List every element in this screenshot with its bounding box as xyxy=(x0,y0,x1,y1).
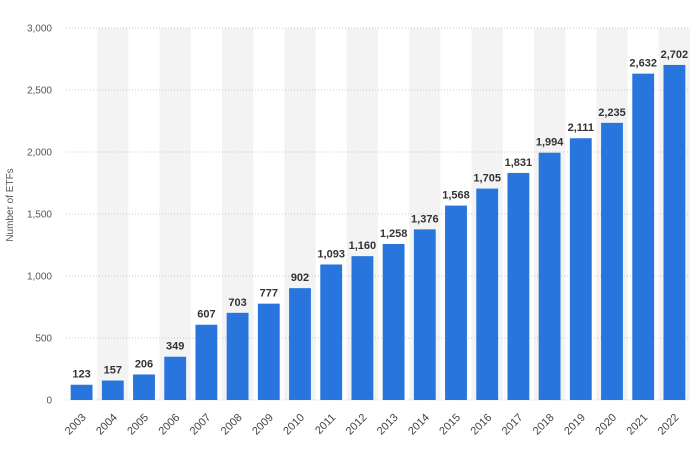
x-tick-label: 2016 xyxy=(469,412,495,438)
bar-value-label: 777 xyxy=(260,288,278,300)
y-tick-label: 3,000 xyxy=(27,24,52,35)
bar xyxy=(663,64,686,401)
bar-value-label: 2,632 xyxy=(629,58,657,70)
bar xyxy=(70,384,93,400)
bar xyxy=(476,188,499,400)
bar-value-label: 1,376 xyxy=(411,213,439,225)
y-tick-label: 500 xyxy=(35,334,52,345)
bar-value-label: 206 xyxy=(135,358,153,370)
x-tick-label: 2013 xyxy=(375,412,401,438)
bar-value-label: 607 xyxy=(197,309,215,321)
bar-value-label: 902 xyxy=(291,272,309,284)
bar xyxy=(101,380,124,400)
x-tick-label: 2010 xyxy=(281,412,307,438)
x-tick-label: 2008 xyxy=(219,412,245,438)
bar-value-label: 1,568 xyxy=(442,190,470,202)
bar xyxy=(601,122,623,401)
x-tick-label: 2017 xyxy=(500,412,526,438)
bar xyxy=(538,152,561,400)
bar-value-label: 349 xyxy=(166,341,184,353)
bar-value-label: 123 xyxy=(72,369,90,381)
y-tick-label: 1,000 xyxy=(27,272,52,283)
bar-value-label: 2,702 xyxy=(661,49,689,61)
background-band xyxy=(159,28,191,400)
x-tick-label: 2019 xyxy=(562,412,588,438)
bar xyxy=(382,244,405,400)
x-axis-ticks: 2003 2004 2005 2006 2007 2008 2009 2010 2011 2012… xyxy=(63,412,682,438)
x-tick-label: 2006 xyxy=(157,412,183,438)
bar xyxy=(133,374,155,400)
bars xyxy=(70,64,686,401)
x-tick-label: 2003 xyxy=(63,412,89,438)
x-tick-label: 2022 xyxy=(656,412,682,438)
bar xyxy=(413,229,436,400)
bar xyxy=(257,303,280,400)
bar xyxy=(195,324,218,400)
x-tick-label: 2020 xyxy=(593,412,619,438)
bar xyxy=(445,205,467,400)
y-tick-label: 2,500 xyxy=(27,86,52,97)
bar xyxy=(320,264,343,400)
bar-value-label: 1,258 xyxy=(380,228,408,240)
y-tick-label: 0 xyxy=(46,396,52,407)
y-tick-label: 1,500 xyxy=(27,210,52,221)
x-tick-label: 2011 xyxy=(313,412,338,437)
bar-value-label: 1,705 xyxy=(473,173,501,185)
x-tick-label: 2021 xyxy=(625,412,651,438)
bar-value-label: 2,235 xyxy=(598,107,626,119)
bar-value-label: 2,111 xyxy=(568,122,594,134)
bar xyxy=(351,256,374,400)
bar xyxy=(507,172,530,400)
y-axis-label: Number of ETFs xyxy=(5,168,16,241)
y-axis-ticks: 0 500 1,000 1,500 2,000 2,500 3,000 xyxy=(27,24,52,407)
bar-value-label: 1,831 xyxy=(505,157,533,169)
x-tick-label: 2005 xyxy=(125,412,151,438)
bar-value-label: 1,093 xyxy=(317,248,345,260)
bar xyxy=(569,138,592,400)
x-tick-label: 2015 xyxy=(437,412,463,438)
x-tick-label: 2004 xyxy=(94,412,120,438)
bar-value-label: 1,994 xyxy=(536,137,564,149)
bar-value-labels: 123 1572063496077037779021,0931,1601,2581… xyxy=(72,49,688,381)
bar xyxy=(632,73,655,400)
bar xyxy=(226,312,249,400)
bar-value-label: 157 xyxy=(104,365,122,377)
bar-value-label: 1,160 xyxy=(349,240,377,252)
y-tick-label: 2,000 xyxy=(27,148,52,159)
x-tick-label: 2007 xyxy=(188,412,214,438)
x-tick-label: 2009 xyxy=(250,412,276,438)
bar xyxy=(164,356,187,400)
bar xyxy=(289,288,311,400)
x-tick-label: 2014 xyxy=(406,412,432,438)
x-tick-label: 2012 xyxy=(344,412,370,438)
bar-value-label: 703 xyxy=(228,297,246,309)
x-tick-label: 2018 xyxy=(531,412,557,438)
